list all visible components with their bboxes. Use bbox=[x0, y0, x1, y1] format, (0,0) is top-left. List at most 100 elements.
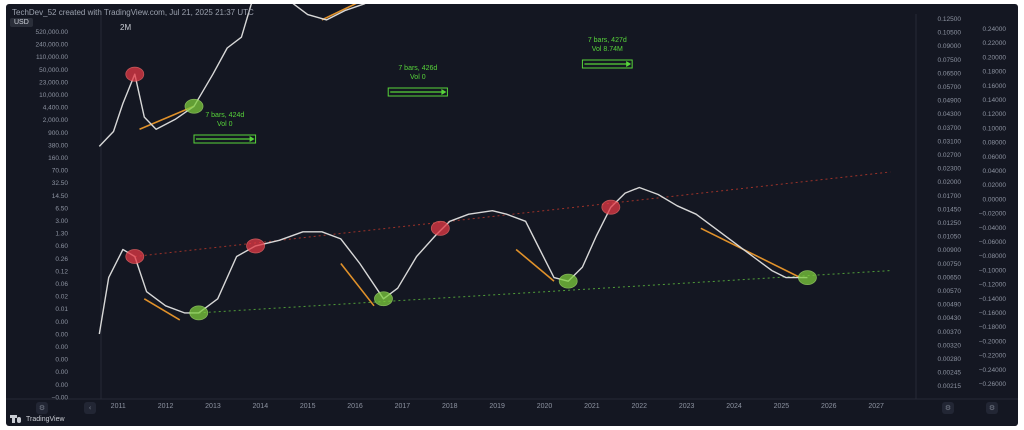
oscillator-top-marker bbox=[246, 238, 265, 254]
right-axis-tick-label: 0.04900 bbox=[938, 98, 962, 105]
right-axis-2-tick-label: 0.20000 bbox=[983, 54, 1007, 61]
left-axis-tick-label: 1.30 bbox=[55, 231, 68, 238]
x-axis-tick-label: 2012 bbox=[158, 403, 174, 410]
x-axis-tick-label: 2021 bbox=[584, 403, 600, 410]
lower-trend-segment bbox=[515, 248, 555, 282]
right-axis-2-tick-label: −0.22000 bbox=[979, 353, 1007, 360]
left-axis-tick-label: 0.00 bbox=[55, 369, 68, 376]
right-axis-2-tick-label: 0.22000 bbox=[983, 40, 1007, 47]
right-axis-2-tick-label: 0.12000 bbox=[983, 111, 1007, 118]
left-axis-tick-label: 240,000.00 bbox=[35, 42, 68, 49]
scale-mode-icon[interactable]: ⚙ bbox=[986, 402, 998, 414]
right-axis-2-tick-label: −0.20000 bbox=[979, 338, 1007, 345]
right-axis-2-tick-label: −0.08000 bbox=[979, 253, 1007, 260]
left-axis-tick-label: 0.60 bbox=[55, 243, 68, 250]
right-axis-2-tick-label: 0.00000 bbox=[983, 196, 1007, 203]
right-axis-2-tick-label: −0.18000 bbox=[979, 324, 1007, 331]
measure-arrow-head bbox=[441, 89, 447, 95]
right-axis-tick-label: 0.07500 bbox=[938, 57, 962, 64]
right-axis-2-tick-label: −0.04000 bbox=[979, 225, 1007, 232]
chart-canvas: 520,000.00 240,000.00 110,000.00 50,000.00 2… bbox=[6, 4, 1018, 410]
right-axis-2-tick-label: −0.06000 bbox=[979, 239, 1007, 246]
left-axis-tick-label: 10,000.00 bbox=[39, 92, 68, 99]
currency-badge[interactable]: USD bbox=[10, 18, 33, 27]
right-axis-2-tick-label: 0.04000 bbox=[983, 168, 1007, 175]
oscillator-bottom-marker bbox=[558, 273, 578, 289]
left-axis-tick-label: 160.00 bbox=[48, 155, 68, 162]
right-axis-tick-label: 0.01250 bbox=[938, 220, 962, 227]
interval-label[interactable]: 2M bbox=[120, 23, 132, 32]
right-axis-2-tick-label: −0.02000 bbox=[979, 211, 1007, 218]
axis-settings-icon[interactable]: ⚙ bbox=[36, 402, 48, 414]
left-axis-tick-label: 3.00 bbox=[55, 218, 68, 225]
measure-volume-label: Vol 0 bbox=[217, 121, 233, 128]
right-axis-tick-label: 0.01700 bbox=[938, 193, 962, 200]
left-axis-tick-label: 110,000.00 bbox=[36, 54, 68, 61]
right-axis-2-tick-label: −0.12000 bbox=[979, 282, 1007, 289]
right-axis-tick-label: 0.00650 bbox=[938, 274, 962, 281]
oscillator-top-marker bbox=[601, 199, 621, 215]
right-axis-tick-label: 0.00490 bbox=[938, 302, 962, 309]
left-axis-tick-label: 0.12 bbox=[55, 268, 68, 275]
right-axis-2-tick-label: 0.24000 bbox=[983, 26, 1007, 33]
measure-volume-label: Vol 0 bbox=[410, 74, 426, 81]
left-axis-tick-label: 0.00 bbox=[55, 382, 68, 389]
x-axis-tick-label: 2018 bbox=[442, 403, 458, 410]
left-axis-tick-label: 0.00 bbox=[55, 319, 68, 326]
left-axis-tick-label: 0.00 bbox=[55, 357, 68, 364]
x-axis-tick-label: 2020 bbox=[537, 403, 553, 410]
right-axis-tick-label: 0.00320 bbox=[938, 342, 962, 349]
right-axis-2-tick-label: 0.10000 bbox=[983, 125, 1007, 132]
price-series-line bbox=[98, 4, 366, 147]
right-axis-tick-label: 0.03700 bbox=[938, 125, 962, 132]
upper-trend-segment bbox=[321, 4, 357, 21]
right-axis-2-tick-label: 0.06000 bbox=[983, 154, 1007, 161]
scale-settings-icon[interactable]: ⚙ bbox=[942, 402, 954, 414]
right-axis-2-tick-label: 0.08000 bbox=[983, 140, 1007, 147]
left-axis-tick-label: 32.50 bbox=[52, 180, 69, 187]
measure-box bbox=[193, 134, 257, 144]
right-axis-tick-label: 0.02300 bbox=[938, 166, 962, 173]
right-axis-2-tick-label: 0.02000 bbox=[983, 182, 1007, 189]
lower-channel-line bbox=[198, 270, 891, 314]
x-axis-tick-label: 2014 bbox=[253, 403, 269, 410]
oscillator-bottom-marker bbox=[374, 291, 393, 307]
tradingview-logo-icon bbox=[10, 415, 22, 423]
left-axis-tick-label: 50,000.00 bbox=[39, 67, 68, 74]
measure-label: 7 bars, 427d bbox=[588, 37, 627, 44]
chart-frame: 520,000.00 240,000.00 110,000.00 50,000.00 2… bbox=[6, 4, 1018, 426]
left-axis-tick-label: 0.00 bbox=[55, 344, 68, 351]
right-axis-2-tick-label: −0.26000 bbox=[979, 381, 1007, 388]
oscillator-top-marker bbox=[430, 220, 450, 236]
right-axis-tick-label: 0.00570 bbox=[938, 288, 962, 295]
right-axis-tick-label: 0.05700 bbox=[938, 84, 962, 91]
right-axis-tick-label: 0.00900 bbox=[938, 247, 962, 254]
right-axis-tick-label: 0.02700 bbox=[938, 152, 962, 159]
x-axis-tick-label: 2027 bbox=[868, 403, 884, 410]
x-axis-tick-label: 2019 bbox=[489, 403, 505, 410]
right-axis-tick-label: 0.01050 bbox=[938, 234, 962, 241]
right-axis-2-tick-label: −0.24000 bbox=[979, 367, 1007, 374]
oscillator-top-marker bbox=[125, 249, 145, 264]
x-axis-tick-label: 2017 bbox=[395, 403, 411, 410]
measure-label: 7 bars, 424d bbox=[205, 112, 244, 119]
left-axis-tick-label: 4,400.00 bbox=[43, 105, 69, 112]
x-axis-tick-label: 2023 bbox=[679, 403, 695, 410]
price-bottom-marker bbox=[184, 98, 204, 114]
left-axis-tick-label: 6.50 bbox=[55, 205, 68, 212]
scroll-left-icon[interactable]: ‹ bbox=[84, 402, 96, 414]
tradingview-logo[interactable]: TradingView bbox=[10, 413, 65, 425]
x-axis-tick-label: 2024 bbox=[726, 403, 742, 410]
right-axis-tick-label: 0.00430 bbox=[938, 315, 962, 322]
right-axis-tick-label: 0.03100 bbox=[938, 138, 962, 145]
left-axis-tick-label: 0.26 bbox=[55, 256, 68, 263]
measure-volume-label: Vol 8.74M bbox=[592, 46, 623, 53]
oscillator-bottom-marker bbox=[798, 270, 817, 286]
right-axis-2-tick-label: −0.14000 bbox=[979, 296, 1007, 303]
x-axis-tick-label: 2011 bbox=[111, 403, 126, 410]
measure-arrow-head bbox=[249, 136, 255, 142]
right-axis-tick-label: 0.00215 bbox=[938, 383, 962, 390]
lower-trend-segment bbox=[143, 298, 181, 321]
price-top-marker bbox=[125, 66, 145, 82]
left-axis-tick-label: 14.50 bbox=[52, 193, 69, 200]
